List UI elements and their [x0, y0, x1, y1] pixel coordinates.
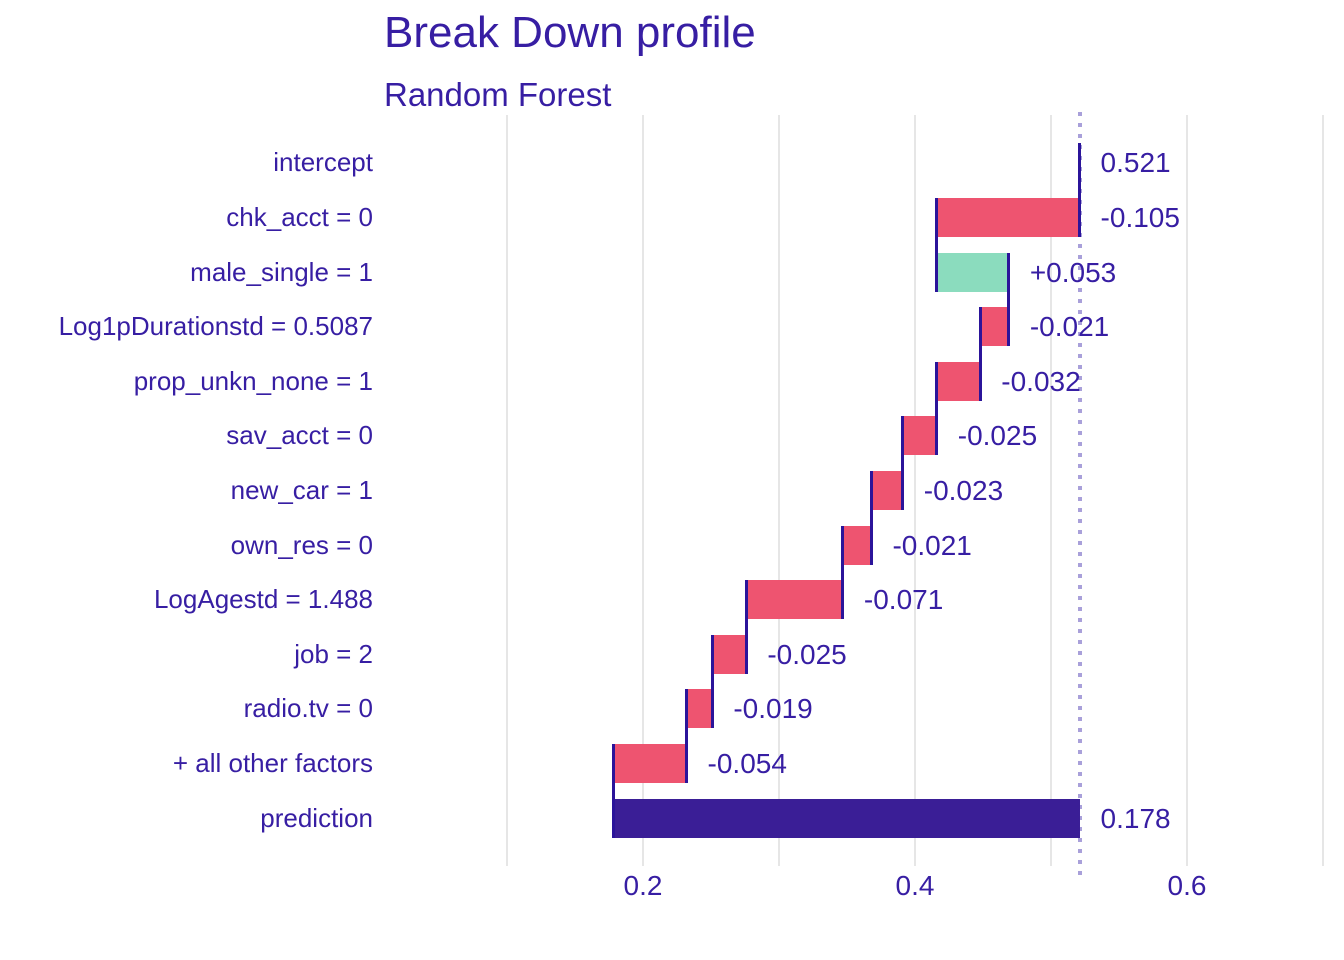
value-label: -0.025: [767, 638, 847, 670]
value-label: 0.178: [1100, 802, 1171, 834]
contribution-bar: [613, 744, 687, 783]
contribution-bar: [936, 252, 1009, 292]
intercept-dotted-line: [1077, 112, 1082, 878]
x-gridline: [1186, 115, 1188, 866]
value-label: -0.054: [707, 748, 787, 779]
contribution-bar: [936, 361, 981, 401]
chart-subtitle: Random Forest: [384, 76, 612, 113]
value-label: -0.019: [733, 693, 813, 725]
category-label: intercept: [273, 147, 373, 178]
contribution-bar: [746, 580, 843, 620]
category-label: sav_acct = 0: [226, 420, 373, 451]
value-label: -0.021: [1029, 311, 1110, 343]
value-label: -0.105: [1100, 202, 1180, 233]
bar-connector-line: [869, 471, 873, 565]
bar-connector-line: [611, 744, 615, 838]
category-label: job = 2: [294, 638, 373, 669]
x-gridline: [1322, 115, 1324, 866]
contribution-bar: [712, 634, 747, 674]
category-label: new_car = 1: [230, 475, 373, 505]
category-label: prediction: [260, 802, 373, 833]
bar-connector-line: [841, 525, 845, 620]
category-label: own_res = 0: [230, 529, 373, 560]
category-label: Log1pDurationstd = 0.5087: [58, 311, 373, 342]
bar-connector-line: [710, 634, 714, 729]
bar-connector-line: [685, 689, 689, 783]
contribution-bar: [980, 307, 1009, 347]
value-label: -0.025: [957, 420, 1038, 452]
bar-connector-line: [901, 416, 905, 510]
contribution-bar: [686, 689, 713, 729]
category-label: chk_acct = 0: [226, 202, 373, 232]
bar-connector-line: [935, 361, 939, 456]
x-tick-label: 0.2: [623, 870, 663, 901]
x-gridline: [914, 115, 916, 866]
contribution-bar: [936, 198, 1080, 237]
value-label: -0.071: [863, 584, 944, 616]
value-label: -0.032: [1001, 365, 1081, 397]
bar-connector-line: [744, 580, 748, 674]
category-label: male_single = 1: [190, 256, 373, 287]
bar-connector-line: [935, 198, 939, 292]
bar-connector-line: [978, 307, 982, 401]
value-label: +0.053: [1029, 256, 1117, 288]
x-tick-label: 0.4: [895, 870, 935, 901]
contribution-bar: [842, 525, 872, 565]
x-gridline: [778, 115, 780, 866]
prediction-bar: [613, 798, 1080, 838]
category-label: radio.tv = 0: [243, 693, 373, 724]
value-label: 0.521: [1100, 147, 1171, 179]
x-gridline: [642, 115, 644, 866]
category-label: + all other factors: [172, 748, 373, 778]
bar-connector-line: [1078, 143, 1082, 237]
value-label: -0.021: [892, 529, 972, 561]
category-label: prop_unkn_none = 1: [133, 365, 373, 396]
x-gridline: [506, 115, 508, 866]
chart-title: Break Down profile: [384, 8, 756, 57]
x-tick-label: 0.6: [1167, 870, 1207, 901]
category-label: LogAgestd = 1.488: [153, 584, 373, 615]
contribution-bar: [871, 471, 903, 510]
x-gridline: [1050, 115, 1052, 866]
bar-connector-line: [1007, 252, 1011, 347]
value-label: -0.023: [923, 475, 1004, 506]
contribution-bar: [902, 416, 937, 456]
